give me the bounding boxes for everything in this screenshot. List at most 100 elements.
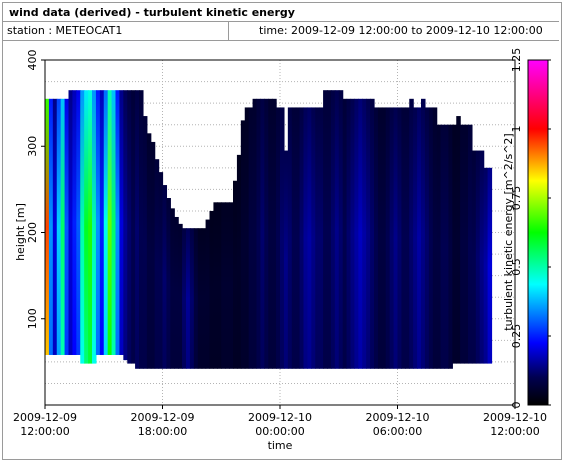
heatmap-column bbox=[52, 98, 58, 355]
colorbar-tick-label: 0 bbox=[510, 402, 523, 409]
time-range-label: time: 2009-12-09 12:00:00 to 2009-12-10 … bbox=[259, 24, 543, 37]
heatmap-column bbox=[264, 98, 269, 369]
heatmap-column bbox=[229, 202, 234, 369]
heatmap-column bbox=[186, 228, 191, 369]
heatmap-column bbox=[205, 219, 211, 369]
heatmap-column bbox=[103, 90, 109, 355]
heatmap-column bbox=[413, 107, 418, 369]
heatmap-column bbox=[409, 98, 414, 369]
heatmap-column bbox=[338, 90, 344, 369]
info-bar: station : METEOCAT1 time: 2009-12-09 12:… bbox=[3, 22, 559, 41]
heatmap-column bbox=[440, 124, 446, 369]
heatmap-column bbox=[401, 107, 406, 369]
heatmap-column bbox=[146, 133, 152, 369]
heatmap-column bbox=[60, 98, 66, 355]
heatmap-column bbox=[178, 223, 183, 369]
x-ticks: 2009-12-0912:00:002009-12-0918:00:002009… bbox=[13, 405, 547, 438]
colorbar-tick-label: 1.25 bbox=[510, 48, 523, 73]
heatmap-column bbox=[154, 159, 160, 369]
heatmap-column bbox=[48, 98, 54, 355]
heatmap-column bbox=[354, 98, 359, 369]
colorbar-tick-label: 1 bbox=[510, 126, 523, 133]
heatmap-column bbox=[182, 228, 187, 369]
x-tick-date: 2009-12-10 bbox=[248, 411, 312, 424]
heatmap-column bbox=[323, 90, 328, 369]
heatmap-column bbox=[174, 216, 179, 369]
heatmap-column bbox=[162, 185, 168, 369]
x-tick-time: 12:00:00 bbox=[490, 425, 539, 438]
heatmap-column bbox=[213, 202, 218, 369]
heatmap-column bbox=[95, 90, 101, 355]
heatmap-column bbox=[209, 210, 215, 369]
heatmap-column bbox=[123, 90, 128, 361]
heatmap-column bbox=[272, 98, 277, 369]
heatmap-column bbox=[487, 167, 493, 364]
x-tick-time: 06:00:00 bbox=[373, 425, 422, 438]
heatmap-column bbox=[225, 202, 230, 369]
heatmap-column bbox=[197, 228, 203, 369]
heatmap-column bbox=[315, 107, 320, 369]
heatmap-column bbox=[311, 107, 316, 369]
heatmap-column bbox=[236, 154, 242, 369]
heatmap-column bbox=[291, 107, 297, 369]
heatmap-column bbox=[303, 107, 309, 369]
heatmap-column bbox=[299, 107, 305, 369]
heatmap-column bbox=[131, 90, 136, 364]
heatmap-column bbox=[393, 107, 399, 369]
heatmap-column bbox=[260, 98, 265, 369]
heatmap-column bbox=[421, 98, 426, 369]
heatmap-column bbox=[119, 90, 124, 355]
heatmap-column bbox=[370, 98, 375, 369]
heatmap-column bbox=[295, 107, 301, 369]
heatmap-column bbox=[158, 172, 164, 369]
y-tick-label: 400 bbox=[26, 50, 39, 71]
heatmap-column bbox=[432, 107, 438, 369]
heatmap-column bbox=[107, 90, 113, 355]
colorbar-tick-label: 0.75 bbox=[510, 186, 523, 211]
heatmap-column bbox=[327, 90, 332, 369]
heatmap-column bbox=[221, 202, 226, 369]
heatmap-column bbox=[193, 228, 199, 369]
heatmap-column bbox=[456, 116, 461, 364]
heatmap-column bbox=[381, 107, 387, 369]
heatmap-column bbox=[475, 150, 481, 364]
heatmap-column bbox=[460, 124, 465, 364]
heatmap-column bbox=[471, 150, 477, 364]
heatmap-column bbox=[135, 90, 140, 369]
heatmap-column bbox=[276, 107, 281, 369]
heatmap-column bbox=[240, 120, 246, 369]
heatmap-column bbox=[280, 107, 285, 369]
heatmap-column bbox=[377, 107, 383, 369]
info-divider bbox=[228, 22, 229, 40]
x-tick-date: 2009-12-10 bbox=[366, 411, 430, 424]
heatmap-column bbox=[405, 107, 410, 369]
heatmap-column bbox=[268, 98, 273, 369]
heatmap-column bbox=[170, 208, 175, 369]
heatmap-column bbox=[201, 228, 207, 369]
heatmap-column bbox=[397, 107, 403, 369]
heatmap-column bbox=[68, 90, 74, 355]
heatmap-column bbox=[150, 141, 156, 369]
heatmap-column bbox=[256, 98, 262, 369]
heatmap-column bbox=[350, 98, 356, 369]
heatmap-column bbox=[84, 90, 89, 364]
heatmap-column bbox=[358, 98, 363, 369]
heatmap-column bbox=[127, 90, 132, 364]
heatmap-column bbox=[287, 107, 293, 369]
heatmap-column bbox=[389, 107, 395, 369]
colorbar-ticks: 0 0.25 0.5 0.75 1 1.25 bbox=[510, 48, 551, 409]
heatmap-cells bbox=[45, 90, 493, 369]
x-tick-time: 18:00:00 bbox=[138, 425, 187, 438]
colorbar-label: turbulent kinetic energy [m^2/s^2] bbox=[502, 133, 515, 330]
colorbar-tick-label: 0.5 bbox=[510, 258, 523, 276]
colorbar bbox=[527, 59, 549, 406]
heatmap-column bbox=[417, 107, 422, 369]
y-ticks: 100 200 300 400 bbox=[26, 50, 45, 329]
heatmap-column bbox=[464, 124, 469, 364]
x-tick-date: 2009-12-10 bbox=[483, 411, 547, 424]
title-bar: wind data (derived) - turbulent kinetic … bbox=[3, 3, 559, 22]
heatmap-column bbox=[346, 98, 352, 369]
heatmap-column bbox=[342, 98, 348, 369]
x-axis-label: time bbox=[268, 439, 293, 452]
heatmap-column bbox=[64, 98, 70, 355]
